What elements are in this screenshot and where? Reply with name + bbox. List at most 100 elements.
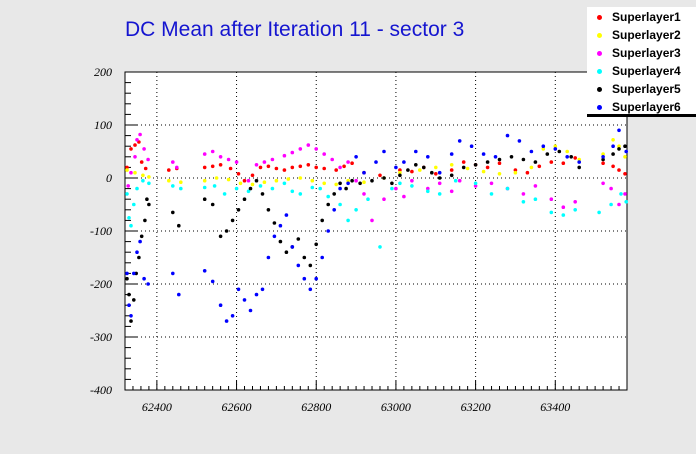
data-point [125, 192, 129, 196]
data-point [434, 165, 438, 170]
data-point [202, 197, 207, 201]
legend-label: Superlayer6 [612, 100, 681, 114]
data-point [266, 164, 271, 169]
data-point [561, 213, 566, 217]
data-point [346, 218, 350, 223]
data-point [437, 170, 442, 175]
data-point [449, 173, 454, 178]
data-point [577, 165, 581, 170]
data-point [290, 189, 295, 194]
data-point [609, 202, 613, 207]
data-point [302, 276, 307, 281]
data-point [254, 292, 259, 297]
data-point [145, 197, 149, 201]
data-point [143, 218, 147, 223]
data-point [493, 155, 498, 159]
y-tick-label: -200 [90, 277, 112, 291]
data-point [210, 149, 215, 154]
data-point [298, 192, 303, 196]
data-point [226, 177, 231, 182]
data-point [248, 186, 253, 191]
data-point [218, 155, 223, 159]
data-point [202, 152, 207, 156]
data-point [362, 170, 366, 175]
data-point [623, 155, 627, 159]
data-point [314, 242, 319, 247]
data-point [242, 197, 247, 201]
data-point [274, 178, 279, 183]
data-point [611, 152, 615, 156]
data-point [617, 144, 621, 148]
series-4 [125, 178, 628, 249]
data-point [266, 208, 271, 212]
data-point [132, 271, 136, 276]
data-point [577, 160, 581, 164]
data-point [278, 239, 283, 244]
data-point [426, 186, 430, 191]
data-point [406, 168, 410, 172]
data-point [430, 170, 434, 175]
data-point [278, 223, 283, 228]
data-point [611, 138, 615, 142]
data-point [141, 173, 145, 178]
data-point [370, 178, 374, 183]
data-point [202, 165, 207, 170]
y-tick-label: 200 [94, 65, 112, 79]
legend-label: Superlayer1 [612, 10, 681, 24]
data-point [296, 237, 301, 241]
data-point [246, 178, 251, 183]
data-point [529, 165, 534, 170]
data-point [266, 255, 271, 260]
data-point [601, 157, 605, 162]
data-point [354, 155, 358, 159]
data-point [272, 234, 277, 239]
data-point [601, 155, 605, 159]
data-point [619, 192, 623, 196]
data-point [601, 152, 605, 156]
data-point [146, 157, 150, 162]
data-point [561, 161, 566, 165]
y-tick-label: 0 [106, 171, 112, 185]
data-point [461, 160, 466, 164]
data-point [410, 178, 414, 183]
data-point [236, 208, 241, 212]
data-point [513, 170, 518, 175]
data-point [601, 181, 605, 186]
data-point [246, 189, 251, 194]
data-point [290, 150, 295, 155]
data-point [202, 269, 207, 273]
data-point [171, 184, 175, 188]
data-point [553, 147, 558, 151]
data-point [366, 197, 370, 201]
data-point [125, 271, 129, 276]
data-point [485, 165, 490, 170]
data-point [133, 170, 137, 175]
data-point [394, 165, 398, 170]
legend-label: Superlayer4 [612, 64, 681, 78]
data-point [147, 181, 151, 186]
series-5 [125, 144, 627, 323]
data-point [529, 149, 534, 154]
data-point [505, 186, 510, 191]
data-point [224, 229, 229, 233]
data-point [350, 161, 354, 165]
data-point [489, 192, 494, 196]
data-point [258, 184, 263, 188]
data-point [167, 178, 171, 183]
data-point [481, 152, 486, 156]
data-point [623, 172, 627, 176]
data-point [141, 178, 145, 183]
legend-marker-icon [597, 86, 602, 92]
y-tick-label: -300 [90, 330, 112, 344]
data-point [167, 168, 171, 172]
x-tick-label: 63200 [461, 400, 491, 414]
data-point [175, 165, 179, 170]
legend-item: Superlayer4 [587, 62, 696, 80]
legend: Superlayer1 Superlayer2 Superlayer3 Superla… [587, 7, 696, 117]
data-point [398, 181, 402, 186]
data-point [565, 155, 569, 159]
data-point [133, 143, 137, 147]
data-point [338, 186, 342, 191]
data-point [521, 157, 526, 162]
